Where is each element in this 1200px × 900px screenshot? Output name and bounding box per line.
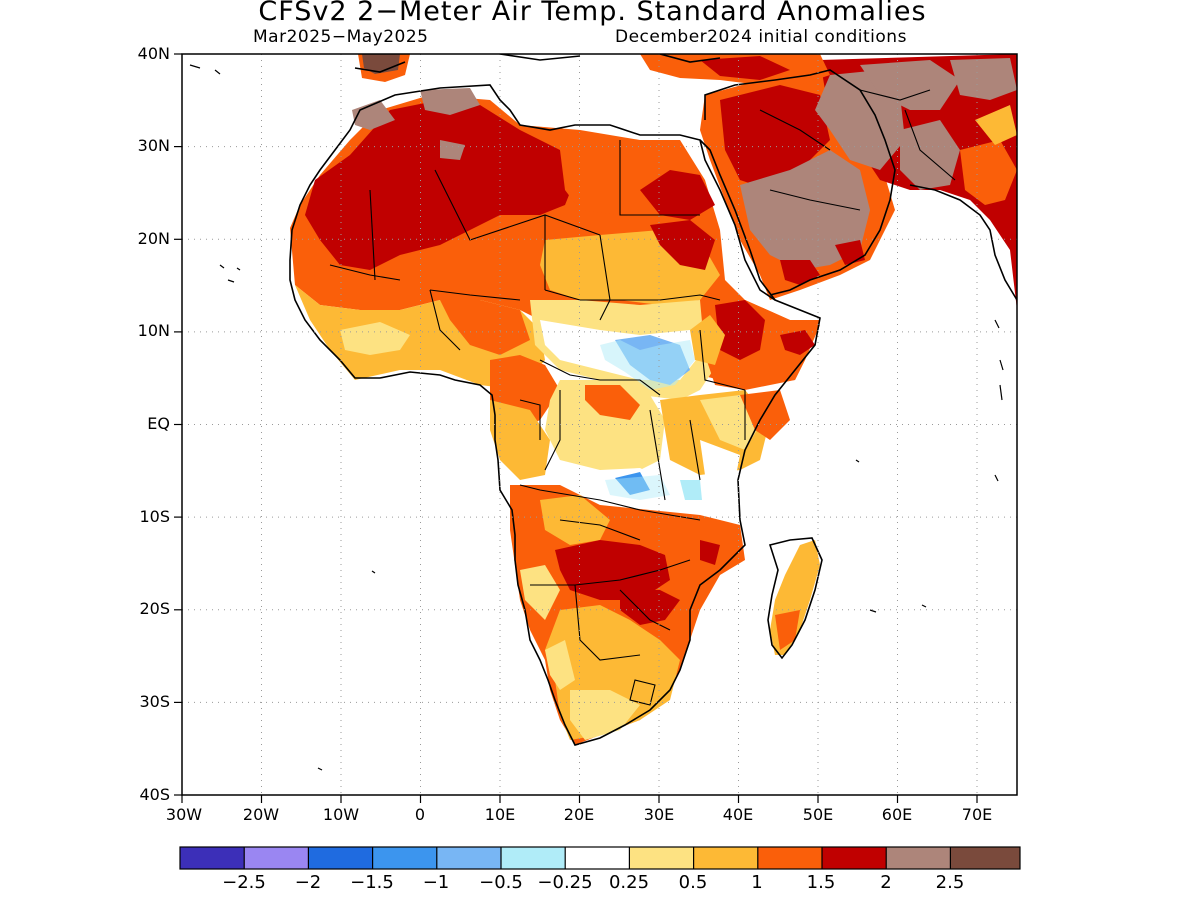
lat-label: 10S xyxy=(139,507,170,526)
lon-label: 0 xyxy=(414,805,426,824)
colorbar-label: 1.5 xyxy=(806,872,836,893)
lon-label: 20E xyxy=(563,805,595,824)
colorbar-label: 0.5 xyxy=(678,872,708,893)
colorbar-swatch xyxy=(244,847,309,869)
colorbar-swatch xyxy=(180,847,245,869)
forecast-period: Mar2025−May2025 xyxy=(253,27,429,47)
colorbar-label: 1 xyxy=(751,872,763,893)
lat-label: 20N xyxy=(137,229,170,248)
colorbar-swatch xyxy=(886,847,951,869)
country-borders xyxy=(329,89,956,706)
colorbar xyxy=(179,846,1021,870)
colorbar-label: 2 xyxy=(880,872,892,893)
colorbar-label: −0.5 xyxy=(479,872,523,893)
colorbar-swatch xyxy=(950,847,1020,869)
axis-ticks xyxy=(174,53,978,803)
lon-label: 60E xyxy=(881,805,913,824)
lat-label: EQ xyxy=(147,414,170,433)
lon-label: 40E xyxy=(722,805,754,824)
colorbar-label: 2.5 xyxy=(935,872,965,893)
colorbar-label: −0.25 xyxy=(537,872,593,893)
initial-conditions: December2024 initial conditions xyxy=(615,27,907,47)
colorbar-swatch xyxy=(757,847,822,869)
lon-label: 30E xyxy=(643,805,675,824)
lat-label: 10N xyxy=(137,321,170,340)
lat-label: 30S xyxy=(139,692,170,711)
coastline xyxy=(289,54,1017,746)
lon-label: 10E xyxy=(484,805,516,824)
map-title: CFSv2 2−Meter Air Temp. Standard Anomali… xyxy=(258,0,927,27)
colorbar-swatch xyxy=(372,847,437,869)
islands xyxy=(189,64,1004,771)
colorbar-label: −2 xyxy=(294,872,322,893)
colorbar-swatch xyxy=(629,847,694,869)
colorbar-swatch xyxy=(308,847,373,869)
colorbar-swatch xyxy=(693,847,758,869)
lon-label: 10W xyxy=(322,805,360,824)
anomaly-field xyxy=(290,54,1017,745)
lat-label: 30N xyxy=(137,136,170,155)
lon-label: 50E xyxy=(802,805,834,824)
lon-label: 30W xyxy=(165,805,203,824)
colorbar-swatch xyxy=(501,847,566,869)
colorbar-swatch xyxy=(822,847,887,869)
colorbar-label: −1 xyxy=(422,872,450,893)
lon-label: 20W xyxy=(242,805,280,824)
colorbar-label: 0.25 xyxy=(608,872,650,893)
colorbar-swatch xyxy=(565,847,630,869)
lat-label: 40S xyxy=(139,785,170,804)
lon-label: 70E xyxy=(961,805,993,824)
colorbar-swatch xyxy=(436,847,501,869)
lat-label: 40N xyxy=(137,44,170,63)
lat-label: 20S xyxy=(139,599,170,618)
colorbar-label: −1.5 xyxy=(350,872,394,893)
colorbar-label: −2.5 xyxy=(222,872,266,893)
